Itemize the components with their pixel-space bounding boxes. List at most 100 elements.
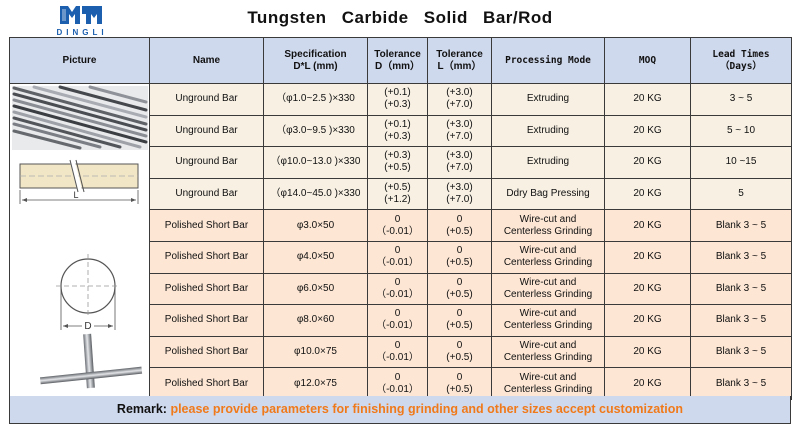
cell-tol-d: 0 （-0.01） <box>367 240 428 274</box>
cell-moq: 20 KG <box>604 335 691 369</box>
cell-mode-line: Centerless Grinding <box>503 352 593 364</box>
col-header-picture: Picture <box>9 37 150 84</box>
cell-mode: Wire-cut and Centerless Grinding <box>491 367 605 400</box>
cell-moq: 20 KG <box>604 177 691 211</box>
cell-tol-d-line: (+0.1) <box>384 118 411 130</box>
col-header-spec-line: D*L (mm) <box>293 60 338 72</box>
cell-name: Unground Bar <box>149 114 264 148</box>
cell-tol-l-line: 0 <box>456 245 463 257</box>
cell-tol-l: 0 (+0.5) <box>427 240 492 274</box>
cell-spec: φ3.0×50 <box>263 209 368 242</box>
length-label: L <box>73 190 78 200</box>
cell-lead: Blank 3 ~ 5 <box>690 367 792 400</box>
cell-tol-d-line: 0 <box>394 340 401 352</box>
cell-tol-l-line: (+7.0) <box>446 99 473 111</box>
remark-text: please provide parameters for finishing … <box>170 402 684 416</box>
company-logo: DINGLI <box>52 4 122 38</box>
col-header-name: Name <box>149 37 264 84</box>
cell-lead: 5 <box>690 177 792 211</box>
cell-tol-l-line: 0 <box>456 308 463 320</box>
cell-tol-d-line: 0 <box>394 308 401 320</box>
cell-mode-line: Wire-cut and <box>519 371 577 383</box>
col-header-tol-l-line: L（mm） <box>437 60 482 72</box>
cell-spec: （φ14.0~45.0 )×330 <box>263 177 368 211</box>
cell-tol-l-line: (+3.0) <box>446 118 473 130</box>
col-header-spec-line: Specification <box>284 48 347 60</box>
col-header-mode: Processing Mode <box>491 37 605 84</box>
cell-mode: Wire-cut and Centerless Grinding <box>491 209 605 242</box>
cell-tol-d-line: （-0.01） <box>376 225 419 237</box>
cell-mode-line: Wire-cut and <box>519 308 577 320</box>
cell-lead: Blank 3 ~ 5 <box>690 335 792 369</box>
cell-tol-l: 0 (+0.5) <box>427 367 492 400</box>
cell-lead: Blank 3 ~ 5 <box>690 240 792 274</box>
cell-tol-d-line: (+0.5) <box>384 182 411 194</box>
cell-moq: 20 KG <box>604 83 691 116</box>
table-row: Polished Short Bar φ3.0×50 0 （-0.01） 0 (+0.5)… <box>10 209 792 242</box>
cell-moq: 20 KG <box>604 367 691 400</box>
cell-mode-line: Centerless Grinding <box>503 320 593 332</box>
cell-tol-l-line: (+7.0) <box>446 162 473 174</box>
diameter-label: D <box>84 321 91 332</box>
table-row: L D <box>9 83 792 400</box>
polished-rods-photo <box>39 333 143 389</box>
cell-tol-d-line: 0 <box>394 245 401 257</box>
cell-tol-d-line: (+0.5) <box>384 162 411 174</box>
col-header-tol-l: Tolerance L（mm） <box>427 37 492 84</box>
cell-tol-d-line: （-0.01） <box>376 352 419 364</box>
logo-mark-icon <box>60 6 102 24</box>
cell-tol-d: (+0.5) (+1.2) <box>367 177 428 211</box>
cell-tol-d-line: （-0.01） <box>376 383 419 395</box>
cell-mode: Extruding <box>491 83 605 116</box>
cell-name: Unground Bar <box>149 177 264 211</box>
cell-moq: 20 KG <box>604 209 691 242</box>
cell-mode-line: Centerless Grinding <box>503 225 593 237</box>
cell-tol-l: 0 (+0.5) <box>427 209 492 242</box>
cell-mode-line: Centerless Grinding <box>503 383 593 395</box>
remark-bar: Remark: please provide parameters for fi… <box>9 396 791 424</box>
cell-moq: 20 KG <box>604 146 691 179</box>
cell-tol-d-line: 0 <box>394 213 401 225</box>
cell-tol-d-line: 0 <box>394 276 401 288</box>
cell-tol-l-line: (+7.0) <box>446 194 473 206</box>
cell-name: Unground Bar <box>149 146 264 179</box>
cell-mode-line: Wire-cut and <box>519 213 577 225</box>
cell-tol-d-line: （-0.01） <box>376 288 419 300</box>
cell-tol-l-line: (+0.5) <box>446 288 473 300</box>
cell-tol-l-line: 0 <box>456 276 463 288</box>
remark-label: Remark: <box>116 402 167 416</box>
cell-tol-d: 0 （-0.01） <box>367 209 428 242</box>
cell-tol-l-line: (+3.0) <box>446 87 473 99</box>
rod-cross-section-drawing: D <box>56 254 120 332</box>
col-header-tol-l-line: Tolerance <box>436 48 483 60</box>
col-header-tol-d: Tolerance D（mm） <box>367 37 428 84</box>
cell-tol-l-line: 0 <box>456 340 463 352</box>
cell-mode-line: Extruding <box>526 124 570 136</box>
cell-mode-line: Wire-cut and <box>519 245 577 257</box>
cell-mode: Wire-cut and Centerless Grinding <box>491 272 605 306</box>
cell-moq: 20 KG <box>604 240 691 274</box>
spec-table: Picture Name Specification D*L (mm) Toler… <box>9 37 792 400</box>
cell-spec: （φ1.0~2.5 )×330 <box>263 83 368 116</box>
col-header-tol-d-line: D（mm） <box>374 60 420 72</box>
col-header-lead-line: Lead Times <box>712 48 770 60</box>
cell-spec: φ6.0×50 <box>263 272 368 306</box>
cell-spec: φ4.0×50 <box>263 240 368 274</box>
cell-name: Unground Bar <box>149 83 264 116</box>
cell-tol-l: 0 (+0.5) <box>427 335 492 369</box>
col-header-lead: Lead Times （Days） <box>690 37 792 84</box>
cell-name: Polished Short Bar <box>149 367 264 400</box>
cell-tol-d: (+0.1) (+0.3) <box>367 83 428 116</box>
cell-name: Polished Short Bar <box>149 335 264 369</box>
product-drawing: L D <box>12 85 148 389</box>
cell-mode-line: Centerless Grinding <box>503 288 593 300</box>
cell-mode-line: Extruding <box>526 93 570 105</box>
cell-tol-d-line: (+1.2) <box>384 194 411 206</box>
cell-tol-l-line: (+0.5) <box>446 320 473 332</box>
cell-tol-d-line: （-0.01） <box>376 257 419 269</box>
table-row: Unground Bar （φ10.0~13.0 )×330 (+0.3) (+0.5… <box>10 146 792 179</box>
cell-tol-d: (+0.1) (+0.3) <box>367 114 428 148</box>
cell-mode-line: Extruding <box>526 156 570 168</box>
product-picture-cell: L D <box>9 83 150 400</box>
cell-tol-l: (+3.0) (+7.0) <box>427 146 492 179</box>
